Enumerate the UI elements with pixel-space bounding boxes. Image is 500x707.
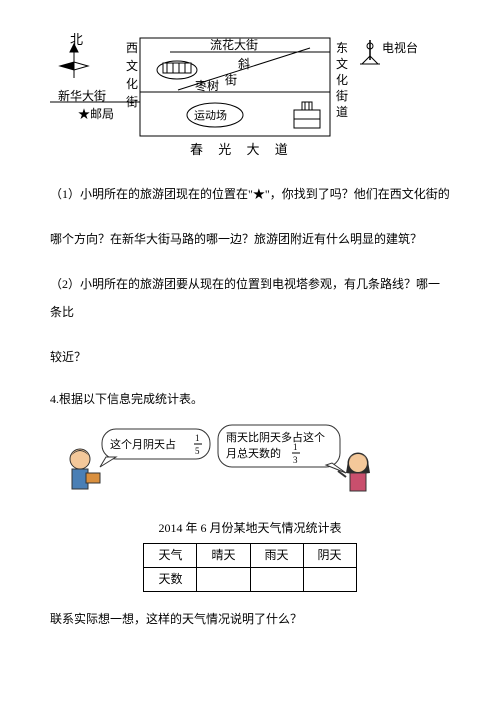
youju-label: ★邮局 (78, 107, 114, 121)
zaoshu-label: 枣树 (195, 78, 219, 93)
table-row: 天气 晴天 雨天 阴天 (144, 543, 356, 567)
table-header: 雨天 (250, 543, 303, 567)
question-2-line1: （2）小明所在的旅游团要从现在的位置到电视塔参观，有几条路线？哪一条比 (50, 270, 450, 328)
xinhua-label: 新华大街 (58, 88, 106, 103)
yundong-label: 运动场 (194, 108, 227, 122)
map-svg: 北 流花大街 斜 街 枣树 运动场 西文化街 东文化街道 新华大街 ★ (50, 30, 430, 160)
tv-tower-icon (360, 40, 380, 64)
xie-label: 斜 (238, 57, 250, 71)
weather-table: 天气 晴天 雨天 阴天 天数 (143, 543, 356, 592)
speech-bubble-1: 这个月阴天占 1 5 (100, 429, 210, 467)
svg-text:1: 1 (293, 442, 298, 452)
table-header: 晴天 (197, 543, 250, 567)
question-2-line2: 较近？ (50, 343, 450, 372)
svg-text:月总天数的: 月总天数的 (226, 446, 281, 460)
boy-icon (70, 449, 100, 489)
svg-text:5: 5 (195, 446, 200, 456)
speech-diagram: 这个月阴天占 1 5 雨天比阴天多占这个 月总天数的 1 3 (50, 419, 450, 505)
building-icon-2 (294, 102, 320, 128)
table-row: 天数 (144, 567, 356, 591)
chunguang-label: 春 光 大 道 (190, 142, 294, 157)
dianshitai-label: 电视台 (382, 40, 418, 55)
section-4-title: 4.根据以下信息完成统计表。 (50, 390, 450, 409)
table-cell (250, 567, 303, 591)
svg-text:3: 3 (293, 455, 298, 465)
table-cell: 天数 (144, 567, 197, 591)
liuhua-label: 流花大街 (210, 37, 258, 52)
north-label: 北 (70, 32, 83, 47)
question-1-line1: （1）小明所在的旅游团现在的位置在"★"，你找到了吗？他们在西文化街的 (50, 180, 450, 209)
table-header: 天气 (144, 543, 197, 567)
east-street-label: 东文化街道 (336, 41, 348, 119)
jie-label: 街 (225, 73, 237, 87)
svg-text:这个月阴天占: 这个月阴天占 (110, 437, 176, 451)
question-1-line2: 哪个方向？在新华大街马路的哪一边？旅游团附近有什么明显的建筑？ (50, 225, 450, 254)
svg-text:1: 1 (195, 433, 200, 443)
map-diagram: 北 流花大街 斜 街 枣树 运动场 西文化街 东文化街道 新华大街 ★ (50, 30, 450, 160)
table-cell (303, 567, 356, 591)
table-title: 2014 年 6 月份某地天气情况统计表 (50, 519, 450, 538)
svg-text:雨天比阴天多占这个: 雨天比阴天多占这个 (226, 430, 325, 444)
footer-question: 联系实际想一想，这样的天气情况说明了什么？ (50, 610, 450, 629)
compass-icon (60, 44, 88, 78)
table-cell (197, 567, 250, 591)
speech-bubble-2: 雨天比阴天多占这个 月总天数的 1 3 (218, 425, 346, 473)
building-icon-1 (157, 61, 197, 79)
table-header: 阴天 (303, 543, 356, 567)
west-street-label: 西文化街 (126, 41, 138, 109)
